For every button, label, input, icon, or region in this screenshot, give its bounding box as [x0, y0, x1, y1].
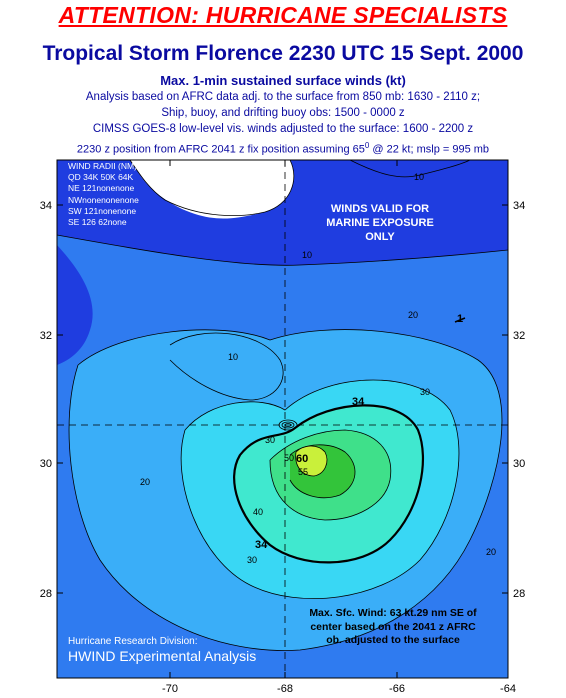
contour-label-60: 60: [296, 453, 308, 465]
analysis-note-3: CIMSS GOES-8 low-level vis. winds adjust…: [92, 123, 474, 135]
contour-10-core: [169, 332, 284, 401]
note4-text: 2230 z position from AFRC 2041 z fix pos…: [76, 143, 365, 156]
plot-frame: [56, 159, 509, 679]
y-tick-label-left: 34: [40, 200, 52, 212]
contour-label-55: 55: [298, 467, 308, 477]
attention-banner: ATTENTION: HURRICANE SPECIALISTS: [58, 2, 508, 28]
wind-radii-row-se: SE 126 62none: [68, 217, 127, 228]
analysis-note-4: 2230 z position from AFRC 2041 z fix pos…: [0, 141, 566, 156]
contour-label-1: 1: [457, 313, 463, 325]
contour-label-20: 20: [140, 477, 150, 487]
marine-notice-line: MARINE EXPOSURE: [326, 217, 434, 229]
contour-label-40: 40: [253, 507, 263, 517]
contour-label-10: 10: [228, 352, 238, 362]
contour-label-30: 30: [247, 555, 257, 565]
contour-label-10: 10: [302, 250, 312, 260]
marine-notice-line: ONLY: [365, 231, 395, 243]
y-tick-label-right: 34: [513, 200, 525, 212]
contour-label-10: 10: [414, 172, 424, 182]
wind-radii-row-nw: NWnonenonenone: [68, 194, 139, 205]
page-title: Tropical Storm Florence 2230 UTC 15 Sept…: [42, 42, 524, 65]
y-tick-label-right: 32: [513, 330, 525, 342]
contour-55: [295, 445, 328, 477]
y-tick-label-left: 30: [40, 458, 52, 470]
x-tick-label: -70: [162, 683, 178, 695]
contour-30: [180, 379, 460, 600]
max-wind-note: Max. Sfc. Wind: 63 kt.29 nm SE of center…: [300, 607, 486, 648]
credit-division: Hurricane Research Division:: [68, 636, 198, 647]
y-tick-label-right: 28: [513, 588, 525, 600]
contour-label-20: 20: [486, 547, 496, 557]
subtitle: Max. 1-min sustained surface winds (kt): [160, 73, 406, 88]
wind-band-0-10-west: [57, 245, 93, 365]
max-wind-line: center based on the 2041 z AFRC: [310, 620, 476, 633]
degree-superscript: 0: [364, 141, 370, 150]
small-contour-mark: [454, 317, 466, 323]
contour-40: [269, 429, 392, 521]
contour-label-50: 50: [284, 453, 294, 463]
contour-10-white-edge: [129, 160, 295, 216]
max-wind-line: Max. Sfc. Wind: 63 kt.29 nm SE of: [309, 607, 477, 619]
no-data-region: [130, 160, 294, 219]
contour-label-34: 34: [352, 396, 365, 408]
y-tick-label-left: 28: [40, 588, 52, 600]
contour-label-20: 20: [408, 310, 418, 320]
contour-10-top: [349, 160, 471, 178]
wind-radii-row-sw: SW 121nonenone: [68, 205, 137, 216]
marine-exposure-notice: WINDS VALID FOR MARINE EXPOSURE ONLY: [312, 202, 448, 244]
y-tick-label-left: 32: [40, 330, 52, 342]
wind-radii-title: WIND RADII (NM): [68, 161, 137, 171]
contour-20: [68, 329, 503, 651]
wind-radii-header: QD 34K 50K 64K: [68, 172, 134, 183]
wind-radii-row-ne: NE 121nonenone: [68, 183, 135, 194]
contour-10-north: [57, 234, 508, 266]
x-tick-label: -68: [277, 683, 293, 695]
contour-center-2: [281, 421, 295, 429]
x-tick-label: -66: [389, 683, 405, 695]
marine-notice-line: WINDS VALID FOR: [330, 203, 430, 215]
y-tick-label-right: 30: [513, 458, 525, 470]
x-tick-label: -64: [500, 683, 516, 695]
note4-text-end: @ 22 kt; mslp = 995 mb: [369, 143, 490, 156]
analysis-note-1: Analysis based on AFRC data adj. to the …: [85, 91, 481, 103]
contour-label-30: 30: [420, 387, 430, 397]
contour-label-34: 34: [255, 539, 268, 551]
contour-50: [289, 444, 356, 499]
wind-band-55-63: [295, 446, 327, 476]
contour-label-30: 30: [265, 435, 275, 445]
wind-radii-table: WIND RADII (NM) QD 34K 50K 64K NE 121non…: [68, 161, 139, 228]
max-wind-line: ob. adjusted to the surface: [326, 634, 460, 646]
credit-product: HWIND Experimental Analysis: [68, 648, 257, 664]
analysis-note-2: Ship, buoy, and drifting buoy obs: 1500 …: [161, 107, 405, 119]
